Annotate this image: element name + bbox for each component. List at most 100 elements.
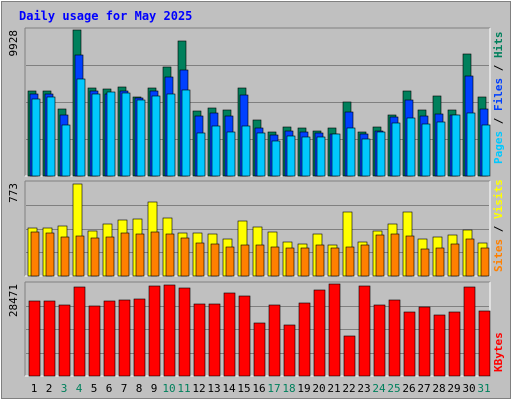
bar-pages-day-31 [481,124,491,177]
bar-pages-day-13 [211,125,221,177]
bar-kbytes-day-22 [343,335,356,377]
bar-pages-day-4 [76,78,86,177]
bar-pages-day-2 [46,96,56,177]
day-label: 6 [106,382,113,395]
bar-sites-day-2 [45,232,55,277]
bar-pages-day-22 [346,127,356,177]
day-label: 19 [297,382,310,395]
bar-pages-day-3 [61,124,71,177]
bar-sites-day-15 [240,244,250,277]
bar-pages-day-21 [331,133,341,177]
legend-kbytes: KBytes [492,332,505,372]
bar-pages-day-29 [451,114,461,177]
day-label: 20 [312,382,325,395]
bar-sites-day-30 [465,238,475,277]
bar-pages-day-11 [181,89,191,177]
bar-kbytes-day-11 [178,287,191,377]
day-label: 15 [237,382,250,395]
bar-sites-day-24 [375,234,385,277]
day-label: 11 [177,382,190,395]
bar-sites-day-12 [195,242,205,277]
bar-kbytes-day-28 [433,314,446,377]
bar-kbytes-day-12 [193,303,206,377]
bar-sites-day-26 [405,235,415,277]
bar-sites-day-20 [315,244,325,277]
bar-kbytes-day-21 [328,283,341,377]
legend-hits: Hits [492,32,505,59]
legend-separator: / [492,219,505,239]
day-label: 9 [151,382,158,395]
day-label: 24 [372,382,386,395]
bar-kbytes-day-18 [283,324,296,377]
bar-sites-day-18 [285,247,295,277]
bar-kbytes-day-20 [313,289,326,377]
bar-kbytes-day-3 [58,304,71,377]
bar-pages-day-16 [256,132,266,177]
bar-kbytes-day-29 [448,311,461,377]
bar-sites-day-7 [120,232,130,277]
bar-sites-day-23 [360,244,370,277]
day-label: 2 [46,382,53,395]
bar-pages-day-18 [286,135,296,177]
bar-sites-day-1 [30,231,40,277]
legend-separator: / [492,58,505,78]
bar-sites-day-10 [165,233,175,277]
y-axis-max-label: 28471 [7,284,20,317]
day-label: 26 [402,382,415,395]
day-label: 30 [462,382,475,395]
bar-pages-day-6 [106,91,116,177]
bar-kbytes-day-27 [418,306,431,377]
day-label: 22 [342,382,355,395]
bar-pages-day-8 [136,99,146,177]
day-label: 5 [91,382,98,395]
day-label: 28 [432,382,445,395]
legend-kbytes: KBytes [492,332,505,372]
bar-pages-day-12 [196,132,206,177]
bar-pages-day-14 [226,131,236,177]
bar-kbytes-day-31 [478,310,491,377]
bar-sites-day-6 [105,236,115,277]
bar-sites-day-25 [390,233,400,277]
bar-sites-day-27 [420,248,430,277]
bar-kbytes-day-2 [43,300,56,377]
bar-kbytes-day-13 [208,303,221,377]
bar-sites-day-29 [450,243,460,277]
bar-kbytes-day-5 [88,305,101,377]
bar-sites-day-11 [180,237,190,277]
bar-kbytes-day-26 [403,311,416,377]
bar-pages-day-15 [241,125,251,177]
bar-pages-day-5 [91,93,101,177]
day-label: 18 [282,382,295,395]
day-label: 10 [162,382,175,395]
day-label: 3 [61,382,68,395]
day-label: 12 [192,382,205,395]
day-label: 21 [327,382,340,395]
bar-kbytes-day-16 [253,322,266,377]
legend-separator: / [492,111,505,131]
chart-title: Daily usage for May 2025 [19,9,192,23]
y-axis-max-label: 773 [7,183,20,203]
bar-sites-day-28 [435,247,445,277]
panel-sites-visits: 773 Sites / Visits [7,179,505,277]
day-axis-labels: 1 2 3 4 5 6 7 8 9 10 11 12 13 14 15 16 17 18 19 20 21 22 23 24 2… [31,382,491,395]
day-label: 8 [136,382,143,395]
bar-kbytes-day-24 [373,304,386,377]
bar-sites-day-5 [90,237,100,277]
bar-pages-day-17 [271,140,281,177]
day-label: 27 [417,382,430,395]
bar-pages-day-30 [466,112,476,177]
legend-sites: Sites [492,239,505,272]
bar-pages-day-19 [301,136,311,177]
bar-kbytes-day-4 [73,286,86,377]
panel-hits-files-pages: 9928 Pages / Files / Hits [7,27,505,177]
legend-files: Files [492,78,505,111]
day-label: 29 [447,382,460,395]
bar-kbytes-day-30 [463,286,476,377]
series-sites [30,231,490,277]
legend-visits: Visits [492,179,505,219]
day-label: 7 [121,382,128,395]
bar-kbytes-day-15 [238,295,251,377]
series-kbytes [28,283,491,377]
bar-pages-day-27 [421,123,431,177]
